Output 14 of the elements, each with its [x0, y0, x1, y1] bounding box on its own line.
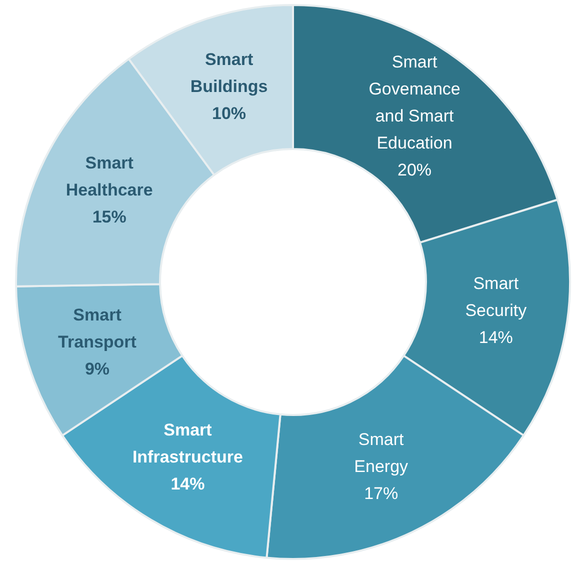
data-label: 14% [170, 474, 205, 494]
data-label: 9% [84, 360, 110, 379]
data-label: 20% [398, 160, 432, 180]
slice-label: Smart Security [465, 274, 528, 320]
data-label: 15% [92, 208, 126, 227]
slice-label: Smart Healthcare [66, 154, 153, 200]
data-label: 14% [478, 328, 513, 347]
slice-label: Smart Infrastructure [132, 420, 243, 467]
slice-label: Smart Transport [58, 306, 137, 352]
data-label: 10% [212, 104, 246, 123]
slice-label: Smart Energy [354, 430, 409, 476]
slice-label: Smart Govemance and Smart Education [368, 52, 460, 153]
slice-label: Smart Buildings [190, 50, 268, 96]
data-label: 17% [364, 484, 398, 503]
